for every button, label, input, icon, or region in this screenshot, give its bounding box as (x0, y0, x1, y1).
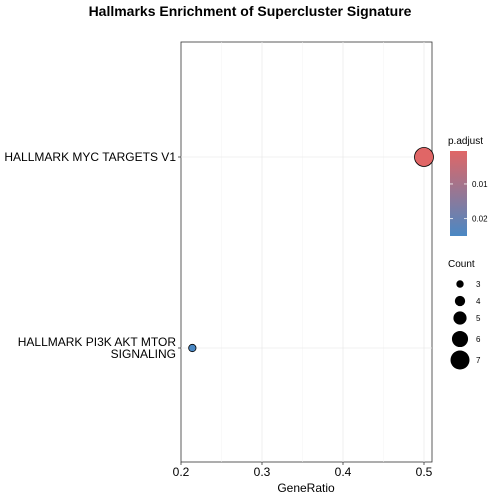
size-legend-dot (454, 295, 466, 307)
y-tick-label: SIGNALING (111, 347, 176, 361)
x-tick-label: 0.3 (254, 465, 271, 479)
y-tick-label: HALLMARK PI3K AKT MTOR (18, 335, 177, 349)
size-legend-title: Count (448, 259, 475, 270)
x-tick-label: 0.2 (173, 465, 190, 479)
color-legend-label: 0.02 (472, 215, 488, 224)
grid-lines (181, 42, 432, 462)
size-legend-dot (456, 280, 464, 288)
size-legend-dot (450, 350, 470, 370)
data-points (188, 147, 434, 353)
size-legend-label: 4 (476, 297, 481, 306)
data-point (188, 343, 197, 353)
color-legend-title: p.adjust (448, 136, 483, 147)
color-legend: p.adjust 0.01 0.02 (448, 136, 488, 236)
chart-title: Hallmarks Enrichment of Supercluster Sig… (89, 3, 412, 19)
x-tick-label: 0.4 (335, 465, 352, 479)
size-legend-dot (451, 330, 469, 348)
x-axis-label: GeneRatio (277, 481, 335, 495)
color-legend-bar (450, 151, 467, 236)
x-tick-label: 0.5 (416, 465, 433, 479)
color-legend-label: 0.01 (472, 180, 488, 189)
data-point (414, 147, 434, 167)
size-legend-items: 3 4 5 6 7 (450, 280, 481, 370)
x-axis-ticks: 0.2 0.3 0.4 0.5 (173, 462, 433, 479)
size-legend-label: 7 (476, 356, 481, 365)
size-legend-label: 6 (476, 335, 481, 344)
size-legend-dot (453, 311, 467, 325)
color-legend-ticks: 0.01 0.02 (450, 180, 488, 224)
size-legend: Count 3 4 5 6 7 (448, 259, 481, 370)
size-legend-label: 5 (476, 314, 481, 323)
plot-panel (180, 41, 433, 463)
y-axis-ticks: HALLMARK MYC TARGETS V1 HALLMARK PI3K AKT… (4, 150, 181, 361)
y-tick-label: HALLMARK MYC TARGETS V1 (4, 150, 176, 164)
size-legend-label: 3 (476, 280, 481, 289)
